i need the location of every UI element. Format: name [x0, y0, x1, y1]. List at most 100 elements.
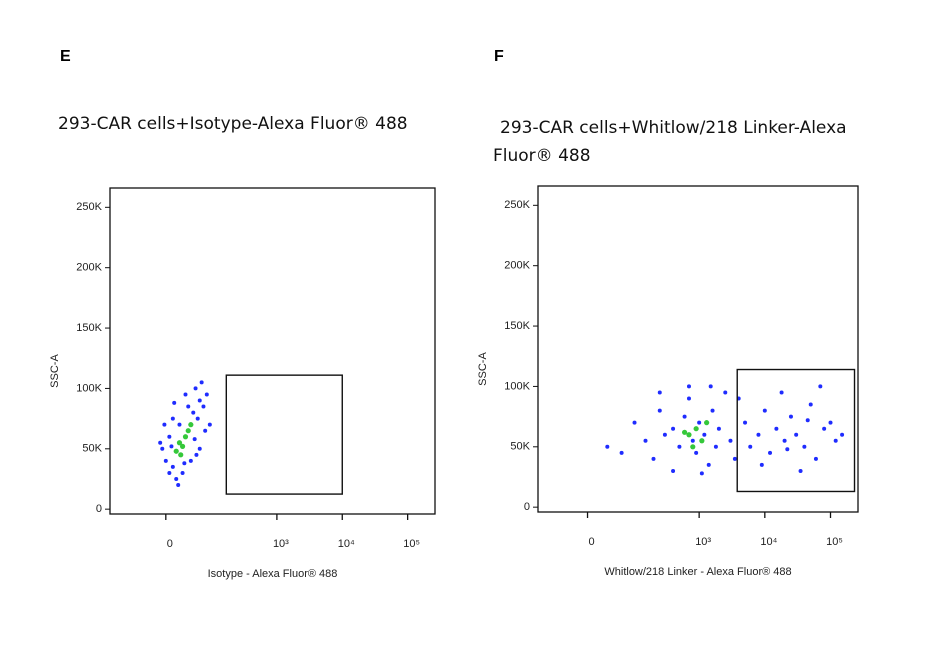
x-tick-label: 10³	[273, 538, 289, 550]
event-dot	[197, 446, 202, 451]
plot-frame	[537, 185, 859, 513]
event-dot	[699, 438, 705, 444]
event-dot	[163, 458, 168, 463]
event-dot	[192, 437, 197, 442]
event-dot	[699, 471, 704, 476]
event-dot	[756, 432, 761, 437]
event-dot	[706, 462, 711, 467]
gate	[225, 374, 343, 495]
event-dot	[203, 428, 208, 433]
event-dot	[728, 438, 733, 443]
event-dot	[662, 432, 667, 437]
event-dot	[708, 384, 713, 389]
event-dot	[802, 444, 807, 449]
panel-letter: E	[60, 48, 71, 65]
plot-frame	[109, 187, 436, 515]
gate	[736, 368, 856, 493]
event-dot	[194, 452, 199, 457]
event-dot	[774, 426, 779, 431]
event-dot	[785, 447, 790, 452]
y-tick-label: 200K	[76, 262, 102, 274]
x-tick-label: 0	[167, 538, 173, 550]
event-dot	[759, 462, 764, 467]
event-dot	[694, 450, 699, 455]
event-dot	[813, 456, 818, 461]
event-dot	[178, 452, 184, 458]
event-dot	[671, 426, 676, 431]
y-tick-label: 150K	[76, 322, 102, 334]
event-dot	[671, 468, 676, 473]
event-dot	[201, 404, 206, 409]
event-dot	[794, 432, 799, 437]
event-dot	[716, 426, 721, 431]
event-dot	[710, 408, 715, 413]
y-tick-label: 0	[524, 501, 530, 513]
y-tick-label: 150K	[504, 320, 530, 332]
x-tick-label: 10⁵	[403, 538, 420, 550]
event-dot	[643, 438, 648, 443]
event-dot	[743, 420, 748, 425]
x-tick-label: 10⁵	[826, 536, 843, 548]
panel-letter: F	[494, 48, 504, 65]
event-dot	[191, 410, 196, 415]
event-dot	[822, 426, 827, 431]
x-axis-label: Whitlow/218 Linker - Alexa Fluor® 488	[604, 566, 791, 578]
x-tick-label: 10⁴	[760, 536, 777, 548]
y-tick-label: 50K	[82, 443, 102, 455]
event-dot	[160, 446, 165, 451]
y-tick-label: 200K	[504, 260, 530, 272]
event-dot	[808, 402, 813, 407]
y-tick-label: 50K	[510, 441, 530, 453]
x-tick-label: 10³	[695, 536, 711, 548]
event-dot	[768, 450, 773, 455]
event-dot	[632, 420, 637, 425]
event-dot	[172, 400, 177, 405]
event-dot	[686, 396, 691, 401]
event-dot	[193, 386, 198, 391]
event-dot	[732, 456, 737, 461]
event-dot	[173, 448, 179, 454]
y-axis-label: SSC-A	[49, 354, 61, 388]
event-dot	[690, 444, 696, 450]
event-dot	[195, 416, 200, 421]
event-dot	[170, 416, 175, 421]
event-dot	[162, 422, 167, 427]
event-dot	[158, 440, 163, 445]
event-dot	[697, 420, 702, 425]
event-dot	[651, 456, 656, 461]
event-dot	[779, 390, 784, 395]
event-dot	[657, 390, 662, 395]
event-dot	[183, 392, 188, 397]
event-dot	[176, 440, 183, 446]
event-dot	[828, 420, 833, 425]
event-dot	[186, 404, 191, 409]
event-dot	[188, 458, 193, 463]
event-dot	[798, 468, 803, 473]
y-tick-label: 250K	[504, 199, 530, 211]
event-dot	[690, 438, 695, 443]
event-dot	[818, 384, 823, 389]
event-dot	[207, 422, 212, 427]
event-dot	[782, 438, 787, 443]
x-tick-label: 10⁴	[338, 538, 355, 550]
event-dot	[185, 428, 191, 434]
event-dot	[833, 438, 838, 443]
event-dot	[176, 483, 181, 488]
y-tick-label: 0	[96, 503, 102, 515]
event-dot	[179, 443, 186, 449]
event-dot	[682, 414, 687, 419]
event-dot	[677, 444, 682, 449]
y-tick-label: 250K	[76, 201, 102, 213]
event-dot	[170, 464, 175, 469]
event-dot	[788, 414, 793, 419]
event-dot	[188, 422, 194, 428]
event-dot	[657, 408, 662, 413]
event-dot	[182, 434, 189, 440]
x-tick-label: 0	[588, 536, 594, 548]
event-dot	[619, 450, 624, 455]
event-dot	[805, 418, 810, 423]
event-dot	[177, 422, 182, 427]
event-dot	[167, 434, 172, 439]
